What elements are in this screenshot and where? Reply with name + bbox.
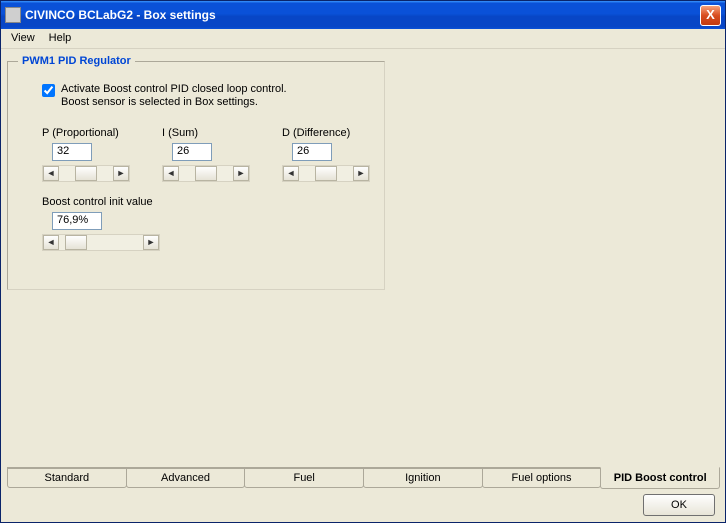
pid-regulator-group: PWM1 PID Regulator Activate Boost contro… <box>7 55 385 290</box>
d-scroll-thumb[interactable] <box>315 166 337 181</box>
p-scroll[interactable]: ◄ ► <box>42 165 130 182</box>
i-scroll-thumb[interactable] <box>195 166 217 181</box>
p-scroll-thumb[interactable] <box>75 166 97 181</box>
boost-scroll-right[interactable]: ► <box>143 235 159 250</box>
tab-fuel[interactable]: Fuel <box>244 468 364 488</box>
d-scroll-track[interactable] <box>299 166 353 181</box>
d-label: D (Difference) <box>282 127 374 139</box>
tabstrip: Standard Advanced Fuel Ignition Fuel opt… <box>7 468 719 488</box>
p-value-input[interactable]: 32 <box>52 143 92 161</box>
p-scroll-left[interactable]: ◄ <box>43 166 59 181</box>
tab-standard[interactable]: Standard <box>7 468 127 488</box>
d-control: D (Difference) 26 ◄ ► <box>282 127 374 182</box>
i-label: I (Sum) <box>162 127 254 139</box>
client-area: PWM1 PID Regulator Activate Boost contro… <box>1 49 725 522</box>
activate-boost-label-l2: Boost sensor is selected in Box settings… <box>61 96 258 108</box>
menu-view[interactable]: View <box>5 31 41 46</box>
p-scroll-right[interactable]: ► <box>113 166 129 181</box>
menu-help[interactable]: Help <box>43 31 78 46</box>
tab-advanced[interactable]: Advanced <box>126 468 246 488</box>
activate-boost-label-l1: Activate Boost control PID closed loop c… <box>61 83 287 95</box>
titlebar: CIVINCO BCLabG2 - Box settings X <box>1 1 725 29</box>
boost-scroll[interactable]: ◄ ► <box>42 234 160 251</box>
tab-pid-boost-control[interactable]: PID Boost control <box>600 467 720 489</box>
ok-button[interactable]: OK <box>643 494 715 516</box>
i-scroll-left[interactable]: ◄ <box>163 166 179 181</box>
d-scroll-left[interactable]: ◄ <box>283 166 299 181</box>
boost-scroll-thumb[interactable] <box>65 235 87 250</box>
boost-init-value-input[interactable]: 76,9% <box>52 212 102 230</box>
window-title: CIVINCO BCLabG2 - Box settings <box>25 8 700 22</box>
i-scroll[interactable]: ◄ ► <box>162 165 250 182</box>
app-icon <box>5 7 21 23</box>
tab-ignition[interactable]: Ignition <box>363 468 483 488</box>
i-scroll-track[interactable] <box>179 166 233 181</box>
activate-boost-label: Activate Boost control PID closed loop c… <box>61 83 287 109</box>
boost-scroll-left[interactable]: ◄ <box>43 235 59 250</box>
i-value-input[interactable]: 26 <box>172 143 212 161</box>
app-window: CIVINCO BCLabG2 - Box settings X View He… <box>0 0 726 523</box>
close-button[interactable]: X <box>700 5 721 26</box>
p-scroll-track[interactable] <box>59 166 113 181</box>
boost-init-label: Boost control init value <box>42 196 374 208</box>
i-scroll-right[interactable]: ► <box>233 166 249 181</box>
d-scroll[interactable]: ◄ ► <box>282 165 370 182</box>
group-title: PWM1 PID Regulator <box>18 55 135 67</box>
d-scroll-right[interactable]: ► <box>353 166 369 181</box>
menubar: View Help <box>1 29 725 49</box>
p-label: P (Proportional) <box>42 127 134 139</box>
boost-init-control: Boost control init value 76,9% ◄ ► <box>42 196 374 251</box>
activate-boost-checkbox[interactable] <box>42 84 55 97</box>
d-value-input[interactable]: 26 <box>292 143 332 161</box>
boost-scroll-track[interactable] <box>59 235 143 250</box>
i-control: I (Sum) 26 ◄ ► <box>162 127 254 182</box>
p-control: P (Proportional) 32 ◄ ► <box>42 127 134 182</box>
tab-fuel-options[interactable]: Fuel options <box>482 468 602 488</box>
